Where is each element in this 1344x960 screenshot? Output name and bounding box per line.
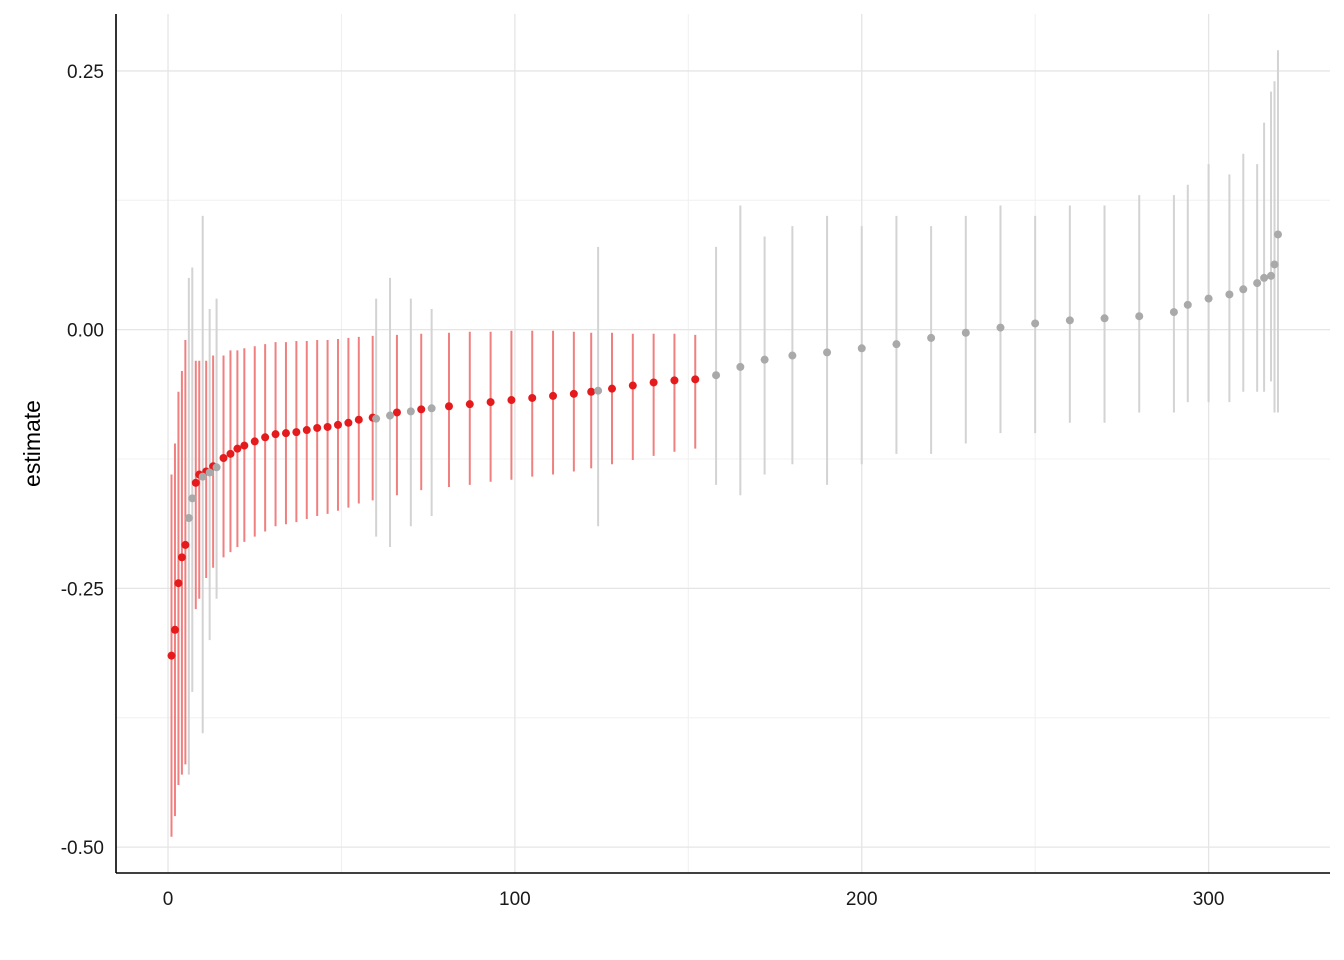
estimate-point-nonsignificant <box>205 468 214 477</box>
estimate-point-significant <box>444 402 453 411</box>
estimate-point-significant <box>649 378 658 387</box>
estimate-point-nonsignificant <box>1267 271 1276 280</box>
y-tick-label: -0.50 <box>61 838 104 859</box>
estimate-point-nonsignificant <box>1169 308 1178 317</box>
estimate-point-significant <box>670 376 679 385</box>
estimate-point-significant <box>292 428 301 437</box>
estimate-point-significant <box>170 625 179 634</box>
x-tick-label: 0 <box>163 889 174 910</box>
estimate-point-significant <box>569 389 578 398</box>
estimate-point-significant <box>417 405 426 414</box>
estimate-point-nonsignificant <box>386 411 395 420</box>
estimate-point-nonsignificant <box>892 340 901 349</box>
estimate-point-significant <box>608 384 617 393</box>
estimate-point-significant <box>528 393 537 402</box>
y-tick-label: 0.25 <box>67 62 104 83</box>
estimate-point-significant <box>233 444 242 453</box>
estimate-point-significant <box>181 540 190 549</box>
estimate-point-nonsignificant <box>1273 230 1282 239</box>
estimate-point-nonsignificant <box>406 407 415 416</box>
estimate-point-significant <box>281 429 290 438</box>
estimate-point-significant <box>507 396 516 405</box>
estimate-point-nonsignificant <box>857 344 866 353</box>
estimate-point-significant <box>344 418 353 427</box>
estimate-point-nonsignificant <box>788 351 797 360</box>
estimate-point-nonsignificant <box>1239 285 1248 294</box>
estimate-point-significant <box>174 579 183 588</box>
x-tick-label: 200 <box>846 889 878 910</box>
estimate-point-nonsignificant <box>1135 312 1144 321</box>
estimate-point-nonsignificant <box>1253 279 1262 288</box>
estimate-point-significant <box>465 400 474 409</box>
y-axis-title: estimate <box>19 400 45 487</box>
estimate-point-nonsignificant <box>427 404 436 413</box>
estimate-point-significant <box>261 433 270 442</box>
estimate-point-significant <box>691 375 700 384</box>
estimate-point-nonsignificant <box>1065 316 1074 325</box>
estimate-point-significant <box>191 478 200 487</box>
estimate-point-nonsignificant <box>760 355 769 364</box>
estimate-point-nonsignificant <box>372 414 381 423</box>
x-tick-label: 100 <box>499 889 531 910</box>
estimate-point-nonsignificant <box>594 386 603 395</box>
estimate-point-significant <box>167 651 176 660</box>
estimate-point-nonsignificant <box>188 494 197 503</box>
estimate-point-nonsignificant <box>198 472 207 481</box>
estimate-point-significant <box>302 426 311 435</box>
estimate-point-significant <box>313 423 322 432</box>
estimate-point-nonsignificant <box>823 348 832 357</box>
estimate-point-nonsignificant <box>1225 290 1234 299</box>
estimate-point-significant <box>250 437 259 446</box>
estimate-point-significant <box>240 441 249 450</box>
estimate-point-nonsignificant <box>996 323 1005 332</box>
estimate-point-nonsignificant <box>1204 294 1213 303</box>
estimate-point-nonsignificant <box>927 333 936 342</box>
estimate-point-nonsignificant <box>712 371 721 380</box>
estimate-point-significant <box>333 420 342 429</box>
estimate-point-significant <box>587 387 596 396</box>
error-bars <box>170 50 1279 837</box>
estimate-point-significant <box>486 398 495 407</box>
estimate-point-significant <box>354 415 363 424</box>
estimate-point-significant <box>271 430 280 439</box>
estimate-point-significant <box>549 391 558 400</box>
estimate-point-nonsignificant <box>1183 300 1192 309</box>
estimate-point-significant <box>323 422 332 431</box>
estimate-point-nonsignificant <box>1100 314 1109 323</box>
estimate-point-nonsignificant <box>1270 260 1279 269</box>
estimate-point-nonsignificant <box>1260 273 1269 282</box>
axes <box>115 14 1330 874</box>
estimate-point-nonsignificant <box>736 362 745 371</box>
estimate-point-nonsignificant <box>961 328 970 337</box>
estimate-point-significant <box>392 408 401 417</box>
grid-lines <box>116 14 1330 873</box>
estimate-point-significant <box>219 453 228 462</box>
estimate-point-nonsignificant <box>212 463 221 472</box>
y-tick-label: 0.00 <box>67 321 104 342</box>
x-tick-label: 300 <box>1193 889 1225 910</box>
estimate-points <box>167 230 1282 660</box>
tick-labels: 0 100 200 300 -0.50 -0.25 0.00 0.25 <box>61 62 1225 910</box>
estimate-point-significant <box>177 553 186 562</box>
y-tick-label: -0.25 <box>61 579 104 600</box>
estimate-point-nonsignificant <box>1031 319 1040 328</box>
estimate-point-significant <box>226 449 235 458</box>
estimate-point-significant <box>628 381 637 390</box>
estimate-point-nonsignificant <box>184 514 193 523</box>
